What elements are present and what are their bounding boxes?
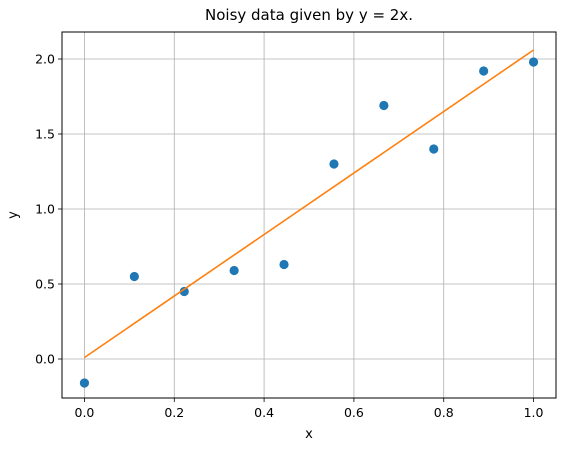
x-tick-label: 1.0 [524,405,544,420]
axes-frame [61,31,557,399]
x-tick-label: 0.0 [75,405,95,420]
grid [62,32,556,398]
x-tick-label: 0.8 [434,405,454,420]
data-point [479,66,489,76]
data-point [379,100,389,111]
data-point [129,271,139,282]
y-tick-label: 2.0 [35,52,55,67]
data-point [179,286,189,297]
y-tick-label: 0.0 [35,352,55,367]
data-point [329,159,339,169]
data-point [279,259,289,270]
x-axis-label: x [305,427,313,442]
y-tick-label: 0.5 [35,277,55,292]
x-tick-label: 0.2 [164,405,184,420]
x-tick-label: 0.6 [344,405,364,420]
data-point [429,144,439,154]
data-point [528,57,539,67]
data-point [79,378,90,388]
y-axis-label: y [6,211,21,219]
x-tick-label: 0.4 [254,405,274,420]
y-tick-label: 1.0 [35,202,55,217]
chart-title: Noisy data given by y = 2x. [205,6,413,24]
fit-line [84,49,534,359]
data-point [229,265,239,276]
plot-data [79,49,539,388]
ticks: 0.0 0.2 0.4 0.6 0.8 1.0 0.0 0.5 1.0 1.5 2.0 [35,52,543,421]
y-tick-label: 1.5 [35,127,55,142]
